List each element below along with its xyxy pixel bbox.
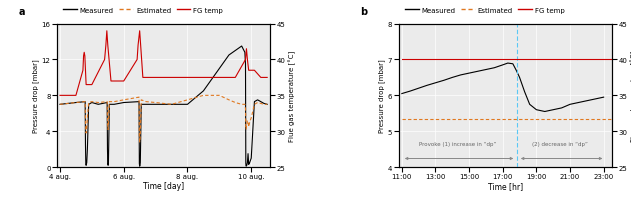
Y-axis label: Flue gas temperature [°C]: Flue gas temperature [°C]: [288, 50, 296, 141]
Y-axis label: Pressure drop [mbar]: Pressure drop [mbar]: [32, 59, 38, 133]
X-axis label: Time [day]: Time [day]: [143, 181, 184, 190]
X-axis label: Time [hr]: Time [hr]: [488, 181, 523, 190]
Legend: Measured, Estimated, FG temp: Measured, Estimated, FG temp: [402, 5, 567, 17]
Text: b: b: [360, 7, 367, 17]
Legend: Measured, Estimated, FG temp: Measured, Estimated, FG temp: [61, 5, 226, 17]
Text: (2) decrease in “dp”: (2) decrease in “dp”: [533, 141, 588, 146]
Text: a: a: [18, 7, 25, 17]
Y-axis label: Pressure drop [mbar]: Pressure drop [mbar]: [378, 59, 385, 133]
Text: Provoke (1) increase in “dp”: Provoke (1) increase in “dp”: [419, 141, 497, 146]
Y-axis label: Flue gas temperature [°C]: Flue gas temperature [°C]: [630, 50, 631, 141]
